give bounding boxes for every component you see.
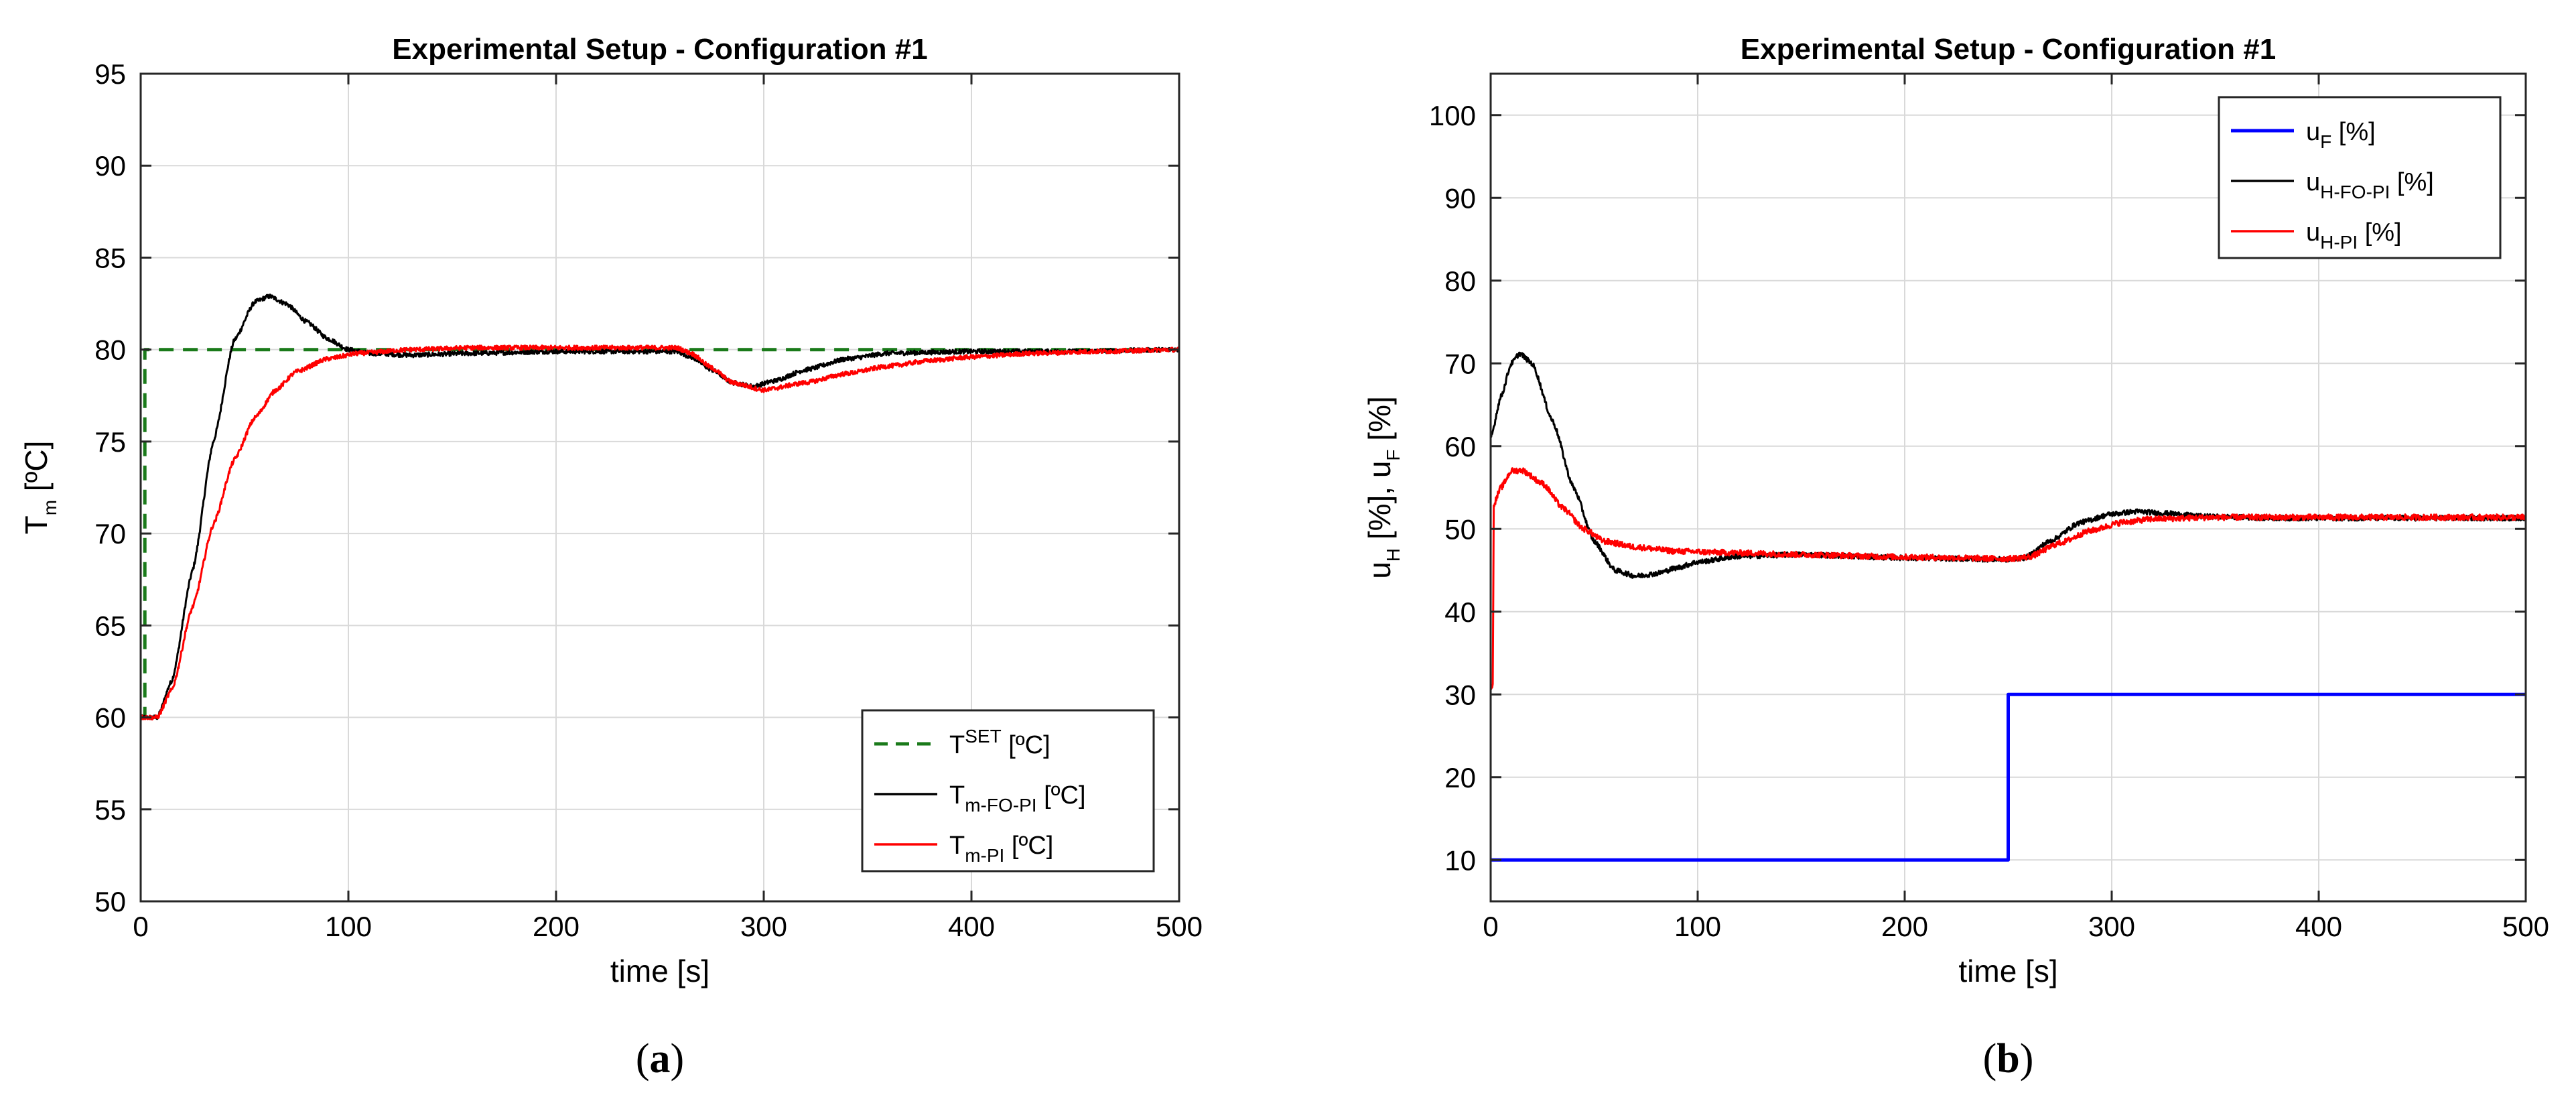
y-tick-label: 10 — [1444, 844, 1476, 876]
y-label-sub: m — [40, 500, 60, 515]
y-axis-label: uH [%], uF [%] — [1362, 396, 1404, 579]
y-tick-label: 80 — [94, 334, 126, 366]
y-axis-label: Tm [ºC] — [19, 441, 60, 535]
panel-paren-close: ) — [2020, 1036, 2034, 1082]
legend-label-sub: m-PI — [965, 845, 1004, 866]
panel-letter: a — [650, 1036, 671, 1082]
y-tick-label: 70 — [1444, 348, 1476, 379]
series-line-0 — [1491, 692, 2526, 862]
y-tick-label: 90 — [1444, 182, 1476, 214]
legend-label-0: TSET [ºC] — [949, 726, 1050, 759]
y-tick-label: 90 — [94, 150, 126, 182]
x-tick-label: 500 — [2502, 911, 2549, 942]
chart-title: Experimental Setup - Configuration #1 — [1741, 33, 2276, 66]
x-tick-label: 300 — [740, 911, 787, 942]
y-label-unit: [%] — [1362, 396, 1397, 449]
y-tick-label: 50 — [94, 886, 126, 917]
x-tick-label: 100 — [1674, 911, 1721, 942]
chart-title: Experimental Setup - Configuration #1 — [392, 33, 927, 66]
legend-label-0: uF [%] — [2306, 118, 2376, 152]
y-tick-label: 85 — [94, 242, 126, 273]
y-tick-label: 30 — [1444, 679, 1476, 710]
legend-label-main: T — [949, 781, 965, 810]
series-line-2 — [140, 344, 1180, 721]
legend-label-sub: F — [2320, 131, 2331, 152]
legend-label-unit: [%] — [2331, 118, 2375, 146]
y-label-sub: H — [1383, 548, 1404, 562]
x-tick-label: 300 — [2088, 911, 2135, 942]
panel-paren-open: ( — [636, 1036, 650, 1082]
series-line-2 — [1489, 467, 2527, 690]
legend-label-unit: [ºC] — [1037, 781, 1086, 810]
y-label-unit: [ºC] — [19, 441, 54, 500]
legend-label-main: T — [949, 731, 965, 759]
y-tick-label: 100 — [1429, 100, 1476, 131]
legend-label-unit: [%] — [2390, 168, 2433, 196]
y-tick-label: 65 — [94, 610, 126, 641]
x-tick-label: 0 — [133, 911, 148, 942]
legend-label-sup: SET — [965, 726, 1001, 747]
y-tick-label: 20 — [1444, 762, 1476, 793]
x-tick-label: 400 — [2295, 911, 2342, 942]
x-axis-label: time [s] — [1958, 954, 2057, 988]
legend-label-unit: [ºC] — [1004, 832, 1053, 860]
legend-label-1: uH-FO-PI [%] — [2306, 168, 2434, 202]
axes-frame — [1489, 72, 2527, 903]
y-label-sub-2: F — [1383, 449, 1404, 460]
legend-label-unit: [ºC] — [1002, 731, 1050, 759]
panel-paren-close: ) — [671, 1036, 685, 1082]
legend-label-main: T — [949, 832, 965, 860]
legend-label-2: Tm-PI [ºC] — [949, 832, 1053, 866]
y-tick-label: 75 — [94, 426, 126, 458]
y-label-main: u — [1362, 562, 1397, 579]
x-tick-label: 400 — [948, 911, 995, 942]
y-tick-label: 70 — [94, 518, 126, 550]
legend-label-main: u — [2306, 168, 2320, 196]
chart-panel-a: 0 100 200 300 400 500 50 55 60 65 70 75 80 85 90 95 Expe… — [19, 33, 1203, 1082]
x-tick-label: 100 — [325, 911, 372, 942]
y-label-main: T — [19, 515, 54, 534]
panel-letter: b — [1996, 1036, 2019, 1082]
legend-label-unit: [%] — [2358, 218, 2401, 247]
legend-label-1: Tm-FO-PI [ºC] — [949, 781, 1086, 816]
y-tick-label: 50 — [1444, 513, 1476, 545]
legend-label-sub: H-FO-PI — [2320, 182, 2390, 202]
y-tick-label: 55 — [94, 794, 126, 826]
legend-label-main: u — [2306, 118, 2320, 146]
chart-panel-b: 0 100 200 300 400 500 10 20 30 40 50 60 70 80 90 100 Exp… — [1362, 33, 2549, 1082]
panel-label: (a) — [636, 1036, 684, 1082]
x-tick-label: 200 — [1881, 911, 1928, 942]
x-tick-label: 500 — [1156, 911, 1203, 942]
panel-label: (b) — [1983, 1036, 2034, 1082]
x-axis-label: time [s] — [610, 954, 709, 988]
legend-label-2: uH-PI [%] — [2306, 218, 2402, 253]
y-tick-label: 95 — [94, 58, 126, 90]
legend-label-sub: H-PI — [2320, 232, 2358, 253]
axes-frame — [139, 72, 1180, 903]
y-tick-label: 60 — [94, 702, 126, 734]
legend: uF [%]uH-FO-PI [%]uH-PI [%] — [2218, 96, 2502, 259]
y-label-mid: [%], u — [1362, 461, 1397, 548]
x-tick-label: 0 — [1483, 911, 1498, 942]
y-tick-label: 40 — [1444, 596, 1476, 628]
legend-label-sub: m-FO-PI — [965, 795, 1036, 816]
panel-paren-open: ( — [1983, 1036, 1997, 1082]
legend: TSET [ºC]Tm-FO-PI [ºC]Tm-PI [ºC] — [861, 709, 1155, 873]
x-tick-label: 200 — [533, 911, 580, 942]
y-tick-label: 60 — [1444, 431, 1476, 462]
legend-label-main: u — [2306, 218, 2320, 247]
y-tick-label: 80 — [1444, 265, 1476, 297]
